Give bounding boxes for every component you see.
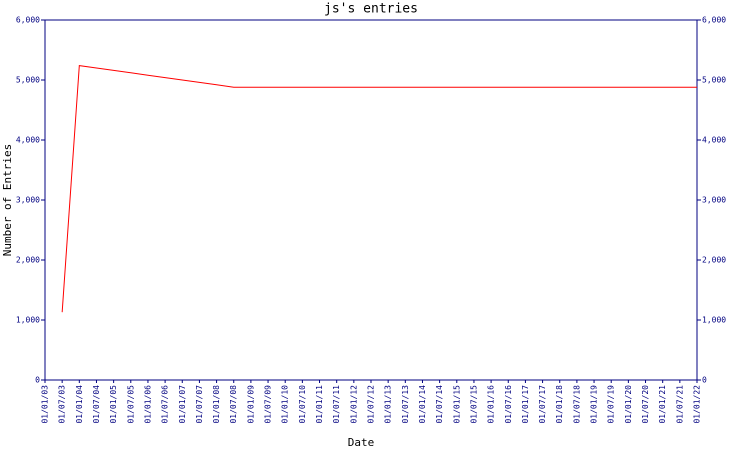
x-tick-label: 01/01/19	[590, 385, 599, 424]
x-tick-label: 01/07/09	[264, 385, 273, 424]
x-tick-label: 01/07/14	[435, 385, 444, 424]
x-tick-label: 01/07/08	[229, 385, 238, 424]
y-tick-label: 6,000	[16, 16, 40, 25]
x-tick-label: 01/01/04	[75, 385, 84, 424]
y2-tick-label: 3,000	[702, 196, 726, 205]
y2-tick-label: 6,000	[702, 16, 726, 25]
x-tick-label: 01/07/15	[469, 385, 478, 424]
y-tick-label: 1,000	[16, 316, 40, 325]
x-tick-label: 01/01/15	[452, 385, 461, 424]
y2-tick-label: 2,000	[702, 256, 726, 265]
x-tick-label: 01/01/14	[418, 385, 427, 424]
x-tick-label: 01/01/20	[624, 385, 633, 424]
x-tick-label: 01/01/12	[349, 385, 358, 424]
x-tick-label: 01/01/13	[384, 385, 393, 424]
x-tick-label: 01/07/06	[161, 385, 170, 424]
x-tick-label: 01/07/17	[538, 385, 547, 424]
x-tick-label: 01/07/07	[195, 385, 204, 424]
x-tick-label: 01/07/11	[332, 385, 341, 424]
x-tick-label: 01/07/12	[367, 385, 376, 424]
x-tick-label: 01/01/17	[521, 385, 530, 424]
y-tick-label: 5,000	[16, 76, 40, 85]
x-tick-label: 01/07/04	[92, 385, 101, 424]
x-tick-label: 01/01/05	[109, 385, 118, 424]
x-tick-label: 01/01/11	[315, 385, 324, 424]
y-axis-label: Number of Entries	[1, 144, 14, 257]
x-tick-label: 01/01/10	[281, 385, 290, 424]
y-tick-label: 0	[35, 376, 40, 385]
y-tick-label: 2,000	[16, 256, 40, 265]
x-tick-label: 01/07/03	[58, 385, 67, 424]
x-tick-label: 01/01/08	[212, 385, 221, 424]
y2-tick-label: 1,000	[702, 316, 726, 325]
y2-tick-label: 5,000	[702, 76, 726, 85]
x-tick-label: 01/01/09	[246, 385, 255, 424]
x-tick-label: 01/07/20	[641, 385, 650, 424]
x-tick-label: 01/01/18	[555, 385, 564, 424]
x-tick-label: 01/07/05	[126, 385, 135, 424]
x-tick-label: 01/01/21	[658, 385, 667, 424]
x-tick-label: 01/07/19	[607, 385, 616, 424]
chart-title: js's entries	[324, 2, 418, 17]
x-tick-label: 01/01/03	[41, 385, 50, 424]
data-line	[61, 65, 697, 313]
x-tick-label: 01/07/16	[504, 385, 513, 424]
x-axis-label: Date	[348, 436, 375, 449]
x-tick-label: 01/07/21	[675, 385, 684, 424]
x-tick-label: 01/07/10	[298, 385, 307, 424]
x-tick-label: 01/01/06	[143, 385, 152, 424]
y2-tick-label: 4,000	[702, 136, 726, 145]
x-tick-label: 01/01/07	[178, 385, 187, 424]
y-tick-label: 4,000	[16, 136, 40, 145]
y2-tick-label: 0	[702, 376, 707, 385]
x-tick-label: 01/07/18	[572, 385, 581, 424]
x-tick-label: 01/01/22	[693, 385, 702, 424]
y-tick-label: 3,000	[16, 196, 40, 205]
x-tick-label: 01/07/13	[401, 385, 410, 424]
x-tick-label: 01/01/16	[487, 385, 496, 424]
